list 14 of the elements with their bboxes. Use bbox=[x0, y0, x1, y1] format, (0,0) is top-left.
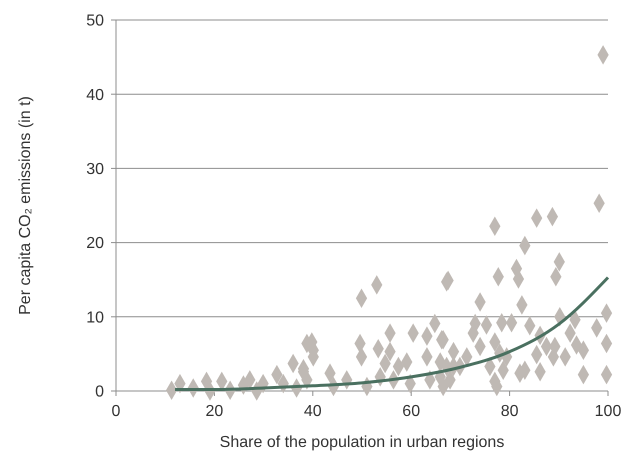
y-tick-label: 50 bbox=[86, 12, 104, 30]
y-tick-label: 20 bbox=[86, 235, 104, 252]
x-tick-label: 60 bbox=[402, 403, 420, 420]
x-tick-label: 80 bbox=[500, 403, 519, 420]
x-axis-title: Share of the population in urban regions bbox=[220, 434, 504, 451]
x-tick-label: 20 bbox=[206, 403, 224, 420]
y-axis-title: Per capita CO₂ emissions (in t) bbox=[17, 96, 34, 315]
y-tick-label: 0 bbox=[95, 384, 104, 401]
y-tick-label: 40 bbox=[86, 86, 104, 104]
x-tick-label: 40 bbox=[304, 403, 322, 420]
x-tick-label: 0 bbox=[112, 403, 121, 420]
x-tick-label: 100 bbox=[594, 403, 622, 420]
y-tick-label: 10 bbox=[86, 309, 104, 326]
y-tick-label: 30 bbox=[86, 161, 104, 178]
